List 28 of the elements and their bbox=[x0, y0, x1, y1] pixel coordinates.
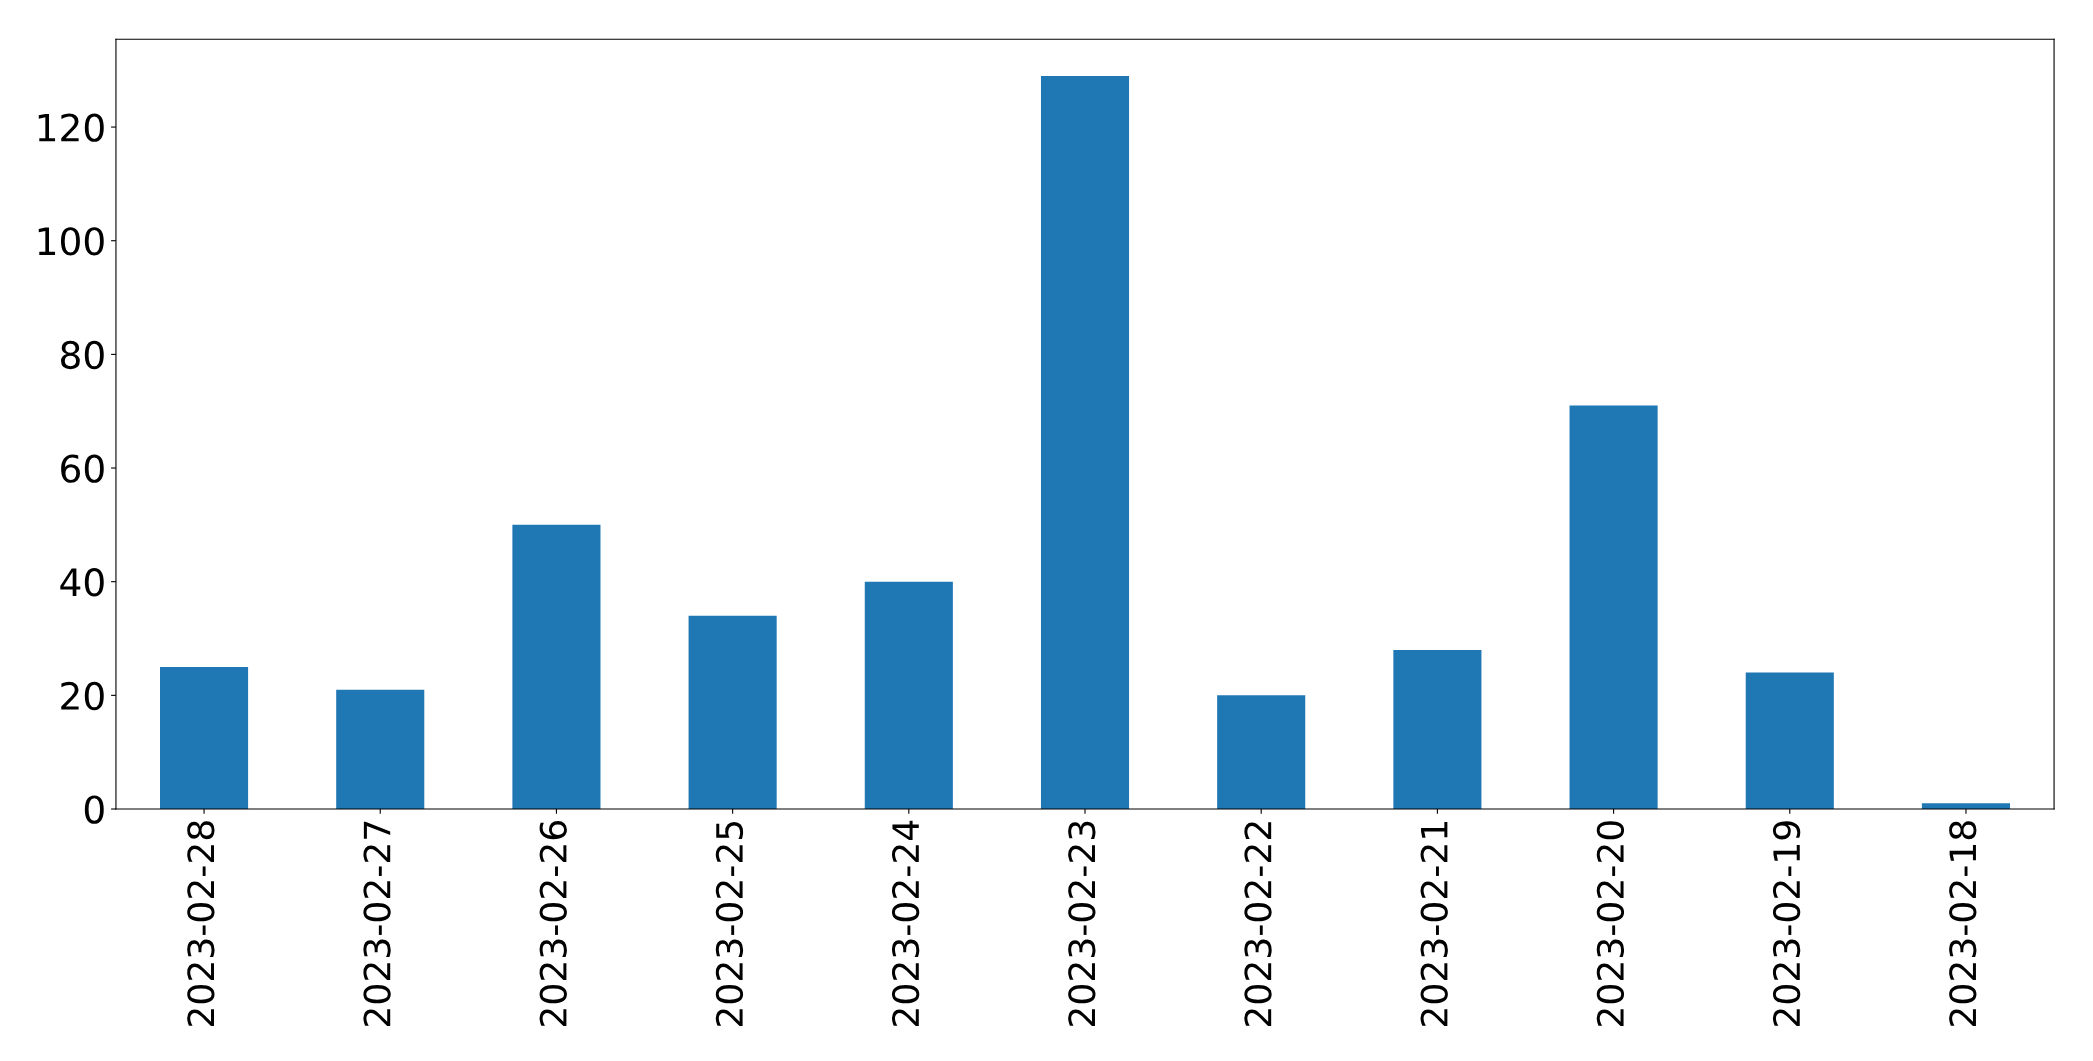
bar bbox=[512, 524, 601, 810]
bar bbox=[1745, 672, 1834, 810]
x-tick-label: 2023-02-25 bbox=[715, 821, 744, 1026]
x-tick-label: 2023-02-27 bbox=[363, 821, 391, 1026]
y-tick-label: 100 bbox=[38, 227, 104, 256]
y-tick-label: 60 bbox=[61, 454, 104, 483]
x-tick-label: 2023-02-18 bbox=[1949, 821, 1977, 1026]
bar bbox=[688, 615, 777, 810]
x-tick-label: 2023-02-22 bbox=[1244, 822, 1272, 1026]
x-tick-label: 2023-02-19 bbox=[1772, 821, 1801, 1026]
x-tick-label: 2023-02-20 bbox=[1596, 821, 1625, 1026]
bar bbox=[160, 666, 249, 810]
bar bbox=[1217, 695, 1306, 810]
x-tick-label: 2023-02-24 bbox=[891, 820, 920, 1026]
x-tick-label: 2023-02-23 bbox=[1068, 821, 1096, 1026]
y-tick-label: 20 bbox=[61, 681, 104, 711]
bar bbox=[336, 689, 425, 810]
bar bbox=[1569, 405, 1658, 810]
bar bbox=[1040, 75, 1130, 810]
y-tick-label: 40 bbox=[60, 568, 104, 597]
y-tick-label: 0 bbox=[84, 795, 104, 824]
x-tick-label: 2023-02-28 bbox=[187, 821, 215, 1026]
y-tick-label: 80 bbox=[61, 340, 104, 370]
bar bbox=[864, 581, 953, 810]
x-tick-label: 2023-02-21 bbox=[1420, 822, 1448, 1026]
x-tick-label: 2023-02-26 bbox=[539, 821, 567, 1026]
y-tick-label: 120 bbox=[38, 113, 104, 142]
bar bbox=[1393, 649, 1482, 810]
